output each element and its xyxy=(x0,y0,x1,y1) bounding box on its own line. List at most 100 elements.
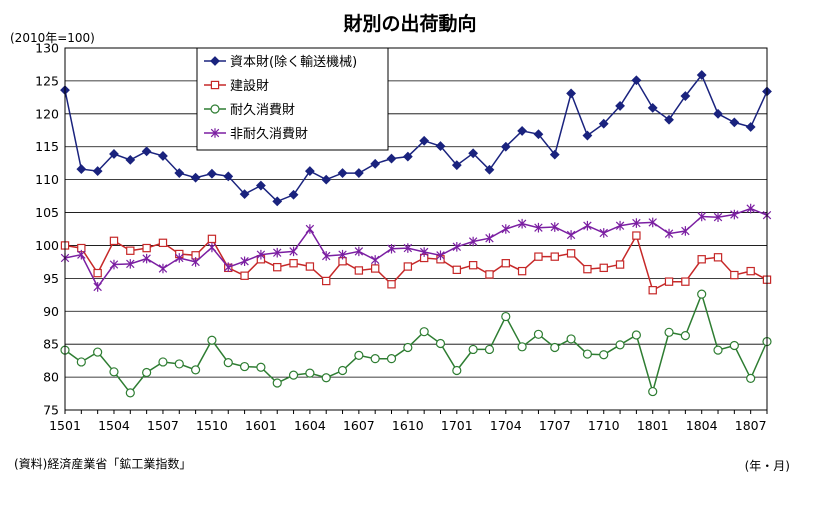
data-point xyxy=(109,259,119,270)
data-point xyxy=(77,249,86,260)
data-point xyxy=(615,260,625,269)
data-point xyxy=(746,266,755,276)
y-tick-label: 105 xyxy=(35,205,59,220)
data-point xyxy=(158,151,168,161)
data-point xyxy=(566,249,576,258)
data-point xyxy=(76,357,86,367)
data-point xyxy=(175,253,184,263)
data-point xyxy=(142,243,151,253)
data-point xyxy=(305,224,315,234)
data-point xyxy=(419,327,429,337)
data-point xyxy=(402,151,413,162)
data-point xyxy=(632,218,641,228)
series-group xyxy=(60,231,772,295)
data-point xyxy=(338,249,347,260)
series-group xyxy=(60,70,772,207)
data-point xyxy=(550,222,559,232)
x-tick-label: 1507 xyxy=(147,418,179,433)
series-group xyxy=(60,203,772,292)
series-layer xyxy=(60,70,772,398)
data-point xyxy=(729,117,740,128)
y-tick-label: 125 xyxy=(35,73,59,88)
legend-label: 建設財 xyxy=(230,78,269,94)
data-point xyxy=(191,365,201,375)
data-point xyxy=(158,238,168,248)
data-point xyxy=(191,257,200,267)
chart-title: 財別の出荷動向 xyxy=(343,12,476,35)
data-point xyxy=(517,218,527,229)
data-point xyxy=(631,330,641,340)
data-point xyxy=(746,203,755,214)
data-point xyxy=(125,154,136,165)
data-point xyxy=(632,231,641,240)
y-unit-label: (2010年=100) xyxy=(10,31,95,45)
data-point xyxy=(566,230,576,240)
data-point xyxy=(517,126,528,136)
data-point xyxy=(550,342,560,353)
data-point xyxy=(697,211,706,222)
data-point xyxy=(566,334,576,344)
plot-area-border xyxy=(64,47,768,411)
y-tick-label: 120 xyxy=(35,106,59,121)
data-point xyxy=(93,268,102,278)
data-point xyxy=(615,220,625,231)
data-point xyxy=(648,386,658,397)
data-point xyxy=(583,264,592,274)
x-tick-label: 1807 xyxy=(735,418,767,433)
data-point xyxy=(387,280,396,289)
x-tick-label: 1607 xyxy=(343,418,375,433)
data-point xyxy=(599,350,609,360)
data-point xyxy=(142,253,151,264)
legend-marker xyxy=(210,80,220,90)
data-point xyxy=(354,266,364,275)
data-point xyxy=(599,228,608,238)
data-point xyxy=(680,91,691,101)
x-tick-label: 1504 xyxy=(98,418,130,433)
data-point xyxy=(729,340,739,351)
data-point xyxy=(125,388,135,398)
data-point xyxy=(109,236,119,246)
data-point xyxy=(272,378,282,388)
data-point xyxy=(207,335,217,345)
data-point xyxy=(354,350,364,360)
data-point xyxy=(435,338,446,349)
x-tick-label: 1601 xyxy=(245,418,277,433)
data-point xyxy=(223,171,234,182)
data-point xyxy=(468,344,478,355)
data-point xyxy=(468,148,479,159)
data-point xyxy=(549,149,560,160)
data-point xyxy=(322,276,331,286)
series-line xyxy=(64,291,768,395)
data-point xyxy=(223,358,233,368)
data-point xyxy=(435,141,446,151)
series-group xyxy=(60,289,772,398)
data-point xyxy=(370,255,380,265)
series-line xyxy=(64,73,768,203)
data-point xyxy=(713,212,723,222)
data-point xyxy=(387,243,396,254)
data-point xyxy=(109,149,119,159)
legend-marker xyxy=(210,56,220,66)
data-point xyxy=(273,262,282,272)
data-point xyxy=(566,88,577,99)
data-point xyxy=(273,247,282,258)
data-point xyxy=(386,354,397,364)
data-point xyxy=(158,357,168,367)
x-tick-label: 1604 xyxy=(294,418,326,433)
legend-label: 資本財(除く輸送機械) xyxy=(230,55,357,70)
data-point xyxy=(370,264,380,273)
data-point xyxy=(582,349,593,359)
data-point xyxy=(109,367,119,377)
data-point xyxy=(353,168,364,178)
data-point xyxy=(598,118,609,129)
gridlines xyxy=(65,80,767,378)
data-point xyxy=(158,263,168,274)
legend-label: 耐久消費財 xyxy=(230,103,295,118)
data-point xyxy=(174,168,185,178)
data-point xyxy=(697,289,707,299)
series-line xyxy=(64,233,768,292)
series-line xyxy=(64,207,768,289)
data-point xyxy=(419,135,430,146)
